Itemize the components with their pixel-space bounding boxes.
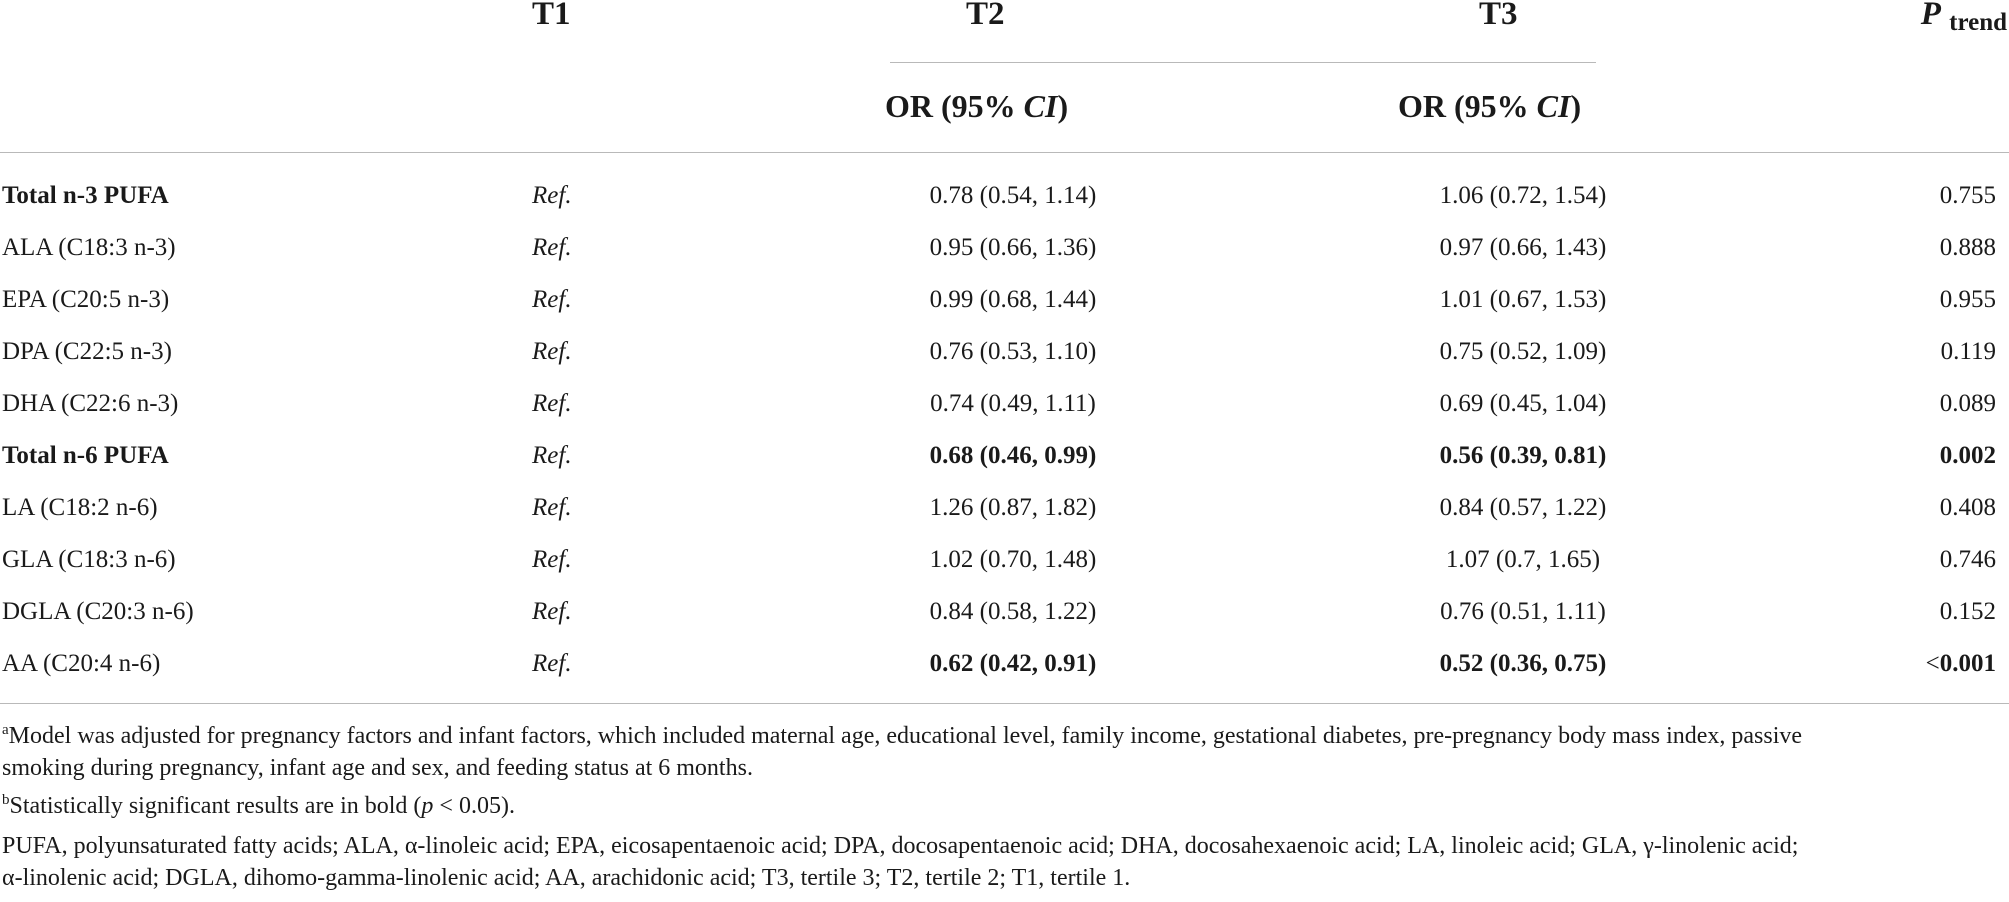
header-or-t3: OR (95% CI) <box>1398 88 1582 124</box>
header-p-letter: P <box>1920 0 1941 32</box>
row-t3: 1.07 (0.7, 1.65) <box>1445 546 1601 573</box>
row-t3: 0.76 (0.51, 1.11) <box>1440 598 1606 625</box>
row-t2: 0.84 (0.58, 1.22) <box>929 598 1097 625</box>
row-p: 0.119 <box>1940 338 1996 365</box>
row-ref: Ref. <box>532 650 572 677</box>
footnote-a-line1: aModel was adjusted for pregnancy factor… <box>2 722 1803 750</box>
header-p-trend: P trend <box>1921 0 2007 37</box>
row-label: DPA (C22:5 n-3) <box>2 338 172 365</box>
row-t2: 1.26 (0.87, 1.82) <box>929 494 1097 521</box>
row-t3: 0.97 (0.66, 1.43) <box>1439 234 1607 261</box>
row-p: 0.002 <box>1939 442 1996 469</box>
row-t2: 0.95 (0.66, 1.36) <box>929 234 1097 261</box>
row-label: DHA (C22:6 n-3) <box>2 390 179 417</box>
row-p: 0.152 <box>1939 598 1996 625</box>
row-p: 0.408 <box>1939 494 1996 521</box>
row-ref: Ref. <box>532 338 572 365</box>
row-t3: 1.06 (0.72, 1.54) <box>1439 182 1607 209</box>
row-label: AA (C20:4 n-6) <box>2 650 161 677</box>
row-ref: Ref. <box>532 182 572 209</box>
row-ref: Ref. <box>532 494 572 521</box>
table-bottom-rule <box>0 703 2009 704</box>
header-p-subscript: trend <box>1949 9 2007 36</box>
row-p: 0.955 <box>1939 286 1996 313</box>
row-ref: Ref. <box>532 598 572 625</box>
row-t3: 0.75 (0.52, 1.09) <box>1439 338 1607 365</box>
row-ref: Ref. <box>532 442 572 469</box>
row-t3: 0.84 (0.57, 1.22) <box>1439 494 1607 521</box>
row-t3: 0.69 (0.45, 1.04) <box>1439 390 1607 417</box>
header-bottom-rule <box>0 152 2009 153</box>
footnote-abbreviations-line2: α-linolenic acid; DGLA, dihomo-gamma-lin… <box>2 865 1131 891</box>
row-ref: Ref. <box>532 546 572 573</box>
row-p-value: 0.001 <box>1939 650 1996 677</box>
row-t3: 1.01 (0.67, 1.53) <box>1439 286 1607 313</box>
footnote-b: bStatistically significant results are i… <box>2 792 515 820</box>
header-or-t2: OR (95% CI) <box>885 88 1069 124</box>
header-t1: T1 <box>532 0 571 32</box>
row-label: EPA (C20:5 n-3) <box>2 286 170 313</box>
footnote-b-mark: b <box>2 792 10 808</box>
row-p: 0.746 <box>1939 546 1996 573</box>
row-ref: Ref. <box>532 390 572 417</box>
row-label: Total n-3 PUFA <box>2 182 169 209</box>
row-t3: 0.52 (0.36, 0.75) <box>1439 650 1607 677</box>
row-label: ALA (C18:3 n-3) <box>2 234 176 261</box>
row-t2: 0.76 (0.53, 1.10) <box>929 338 1097 365</box>
footnote-a-line2: smoking during pregnancy, infant age and… <box>2 755 753 781</box>
row-label: DGLA (C20:3 n-6) <box>2 598 194 625</box>
row-t2: 0.68 (0.46, 0.99) <box>929 442 1097 469</box>
footnote-abbreviations-line1: PUFA, polyunsaturated fatty acids; ALA, … <box>2 833 1799 859</box>
row-p: 0.089 <box>1939 390 1996 417</box>
row-t2: 0.62 (0.42, 0.91) <box>929 650 1097 677</box>
footnote-a-mark: a <box>2 722 9 738</box>
row-t2: 1.02 (0.70, 1.48) <box>929 546 1097 573</box>
row-t2: 0.78 (0.54, 1.14) <box>929 182 1097 209</box>
row-ref: Ref. <box>532 286 572 313</box>
row-label: GLA (C18:3 n-6) <box>2 546 176 573</box>
header-spanner-rule <box>890 62 1596 63</box>
row-label: LA (C18:2 n-6) <box>2 494 158 521</box>
row-label: Total n-6 PUFA <box>2 442 169 469</box>
row-p-prefix: < <box>1925 650 1940 677</box>
row-p: 0.888 <box>1939 234 1996 261</box>
row-t3: 0.56 (0.39, 0.81) <box>1439 442 1607 469</box>
row-t2: 0.74 (0.49, 1.11) <box>930 390 1096 417</box>
header-t2: T2 <box>966 0 1005 32</box>
row-t2: 0.99 (0.68, 1.44) <box>929 286 1097 313</box>
row-ref: Ref. <box>532 234 572 261</box>
row-p: <0.001 <box>1926 649 1996 679</box>
header-t3: T3 <box>1479 0 1518 32</box>
row-p: 0.755 <box>1939 182 1996 209</box>
